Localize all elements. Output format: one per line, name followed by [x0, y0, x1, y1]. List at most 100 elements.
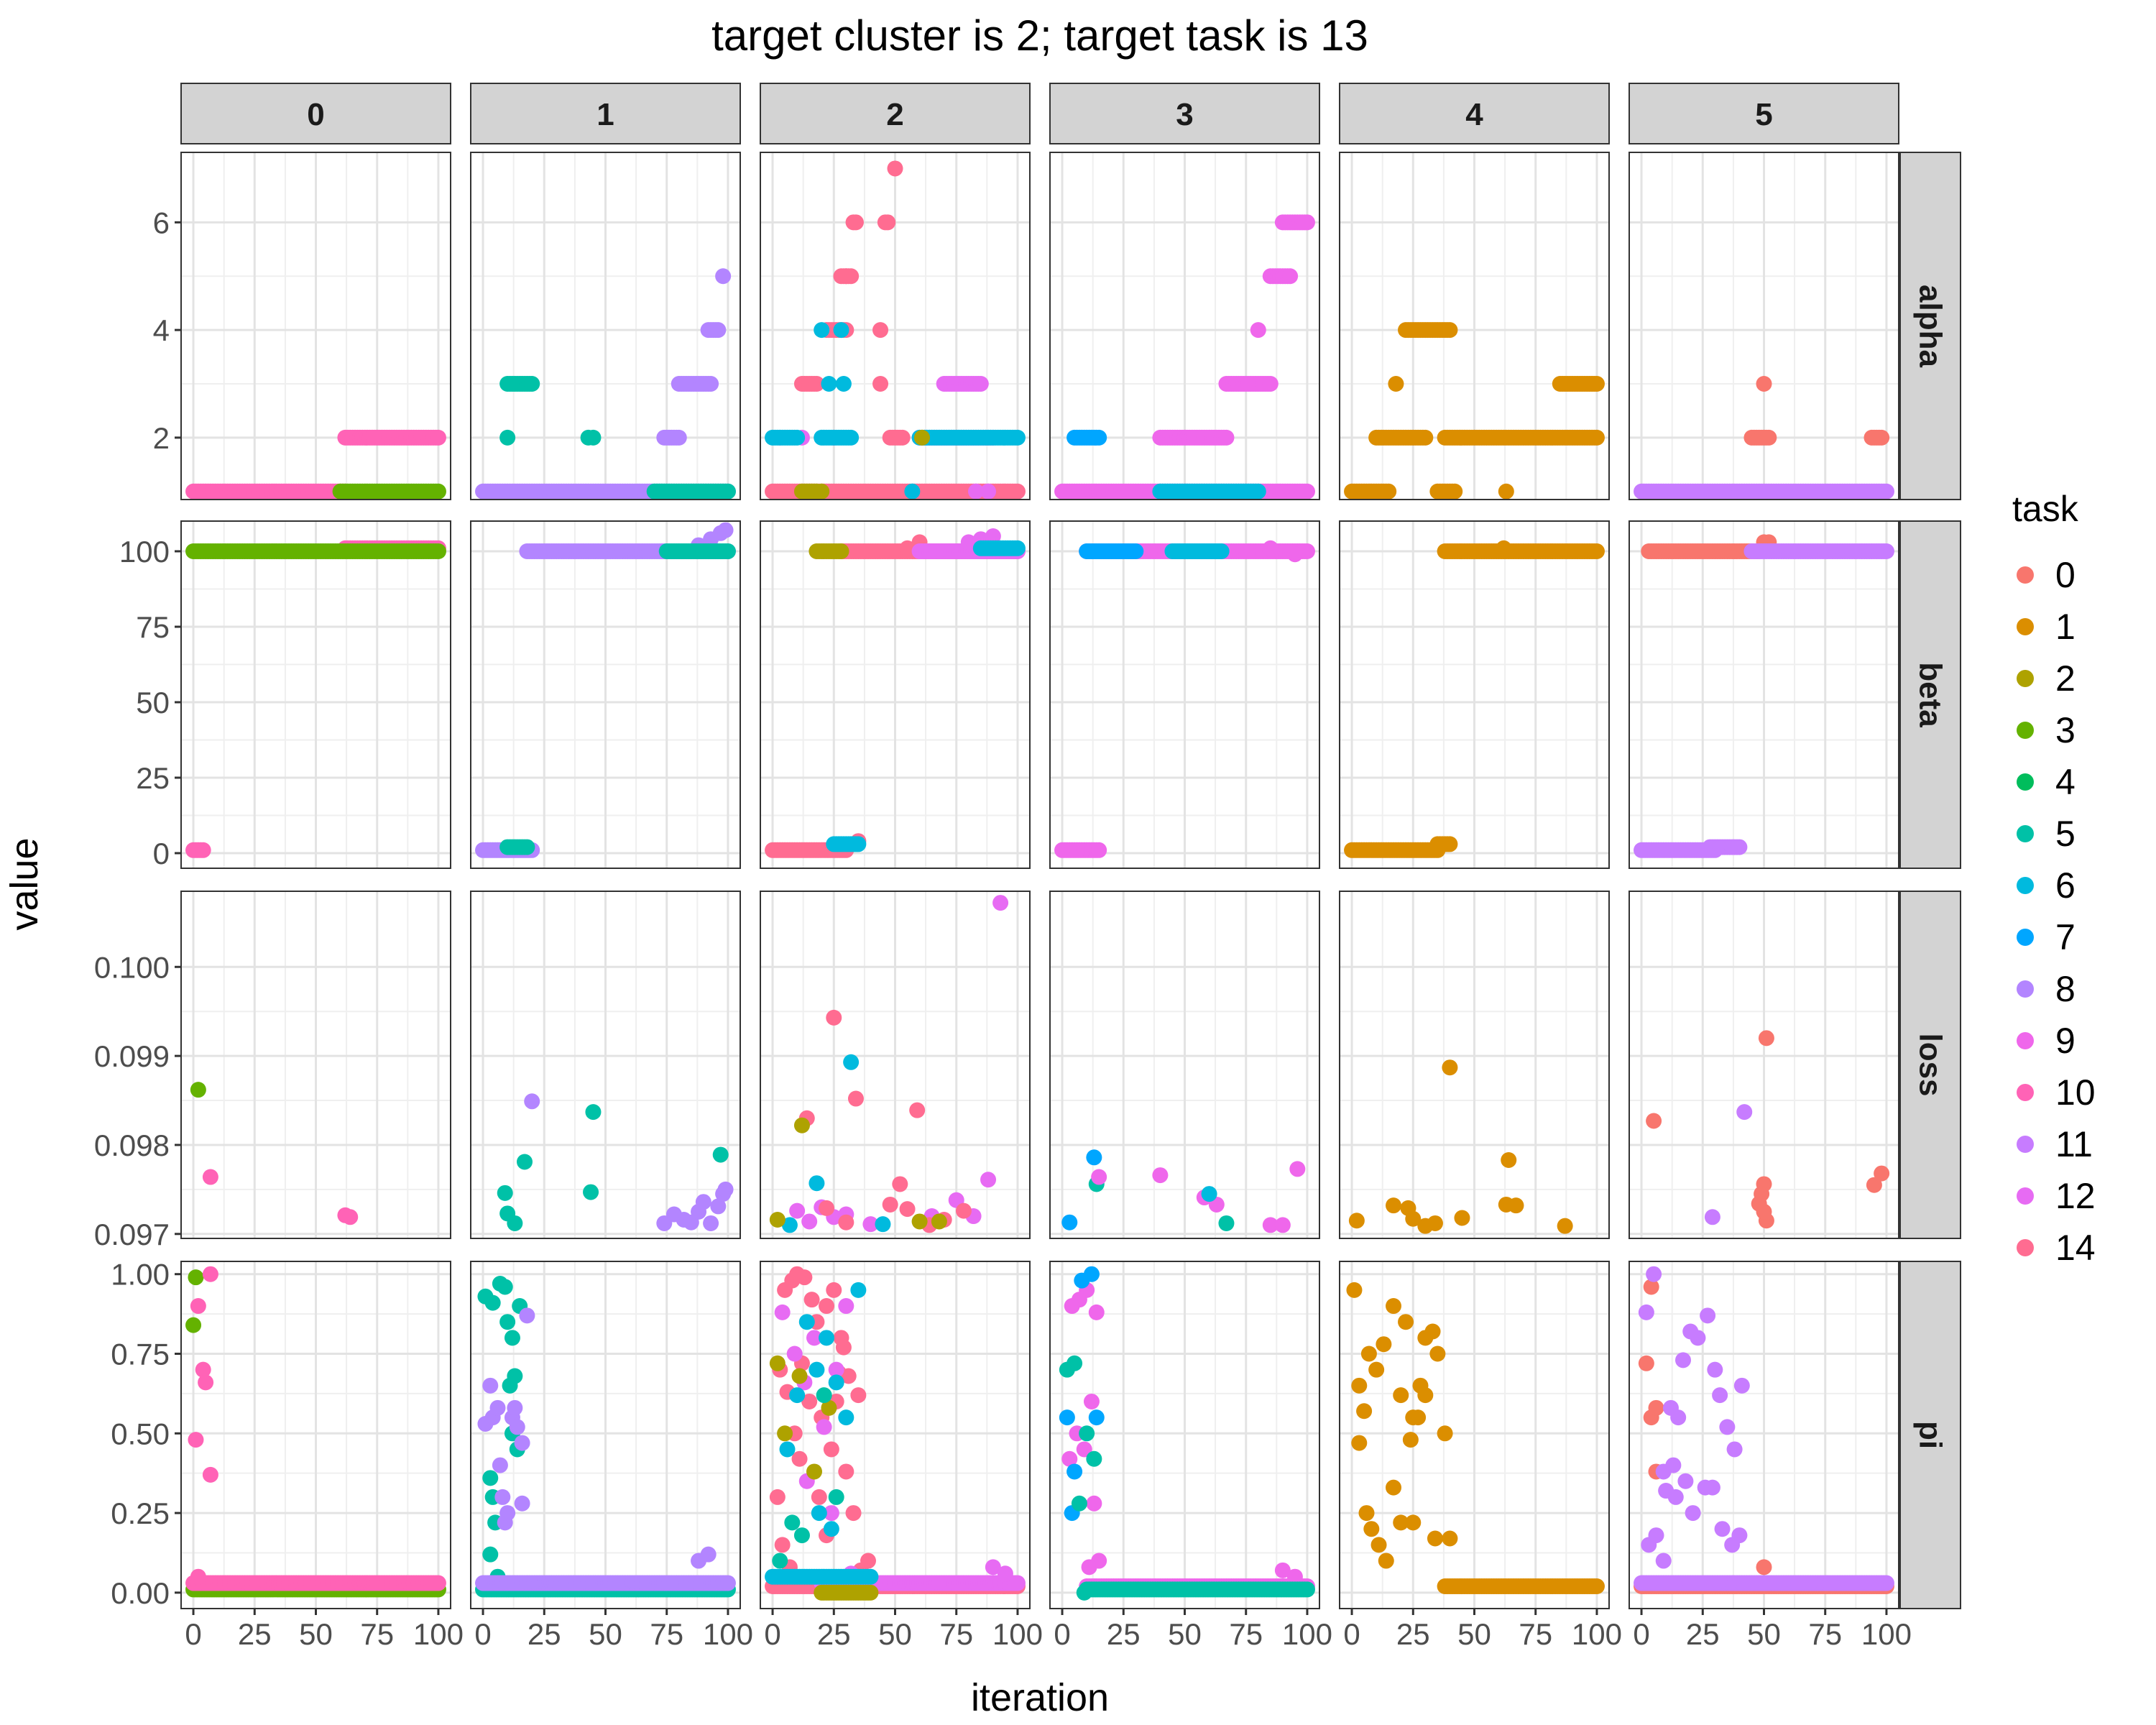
facet-strip-col-1	[470, 83, 741, 144]
data-point	[1665, 1457, 1682, 1473]
data-point	[715, 268, 732, 285]
data-point	[1378, 1552, 1394, 1569]
data-point	[1250, 322, 1266, 339]
panel-border	[470, 520, 741, 869]
legend-label: 7	[2055, 917, 2076, 957]
facet-col-label: 2	[886, 97, 903, 132]
data-point	[980, 1172, 997, 1188]
data-point	[1086, 1495, 1102, 1512]
data-point	[1758, 1030, 1774, 1046]
chart-title: target cluster is 2; target task is 13	[711, 12, 1368, 60]
data-point	[188, 1269, 204, 1286]
panel-border	[1628, 152, 1899, 500]
data-point	[828, 1374, 844, 1391]
series-task-3	[332, 483, 446, 500]
data-point	[1685, 1505, 1701, 1522]
data-point	[808, 1175, 825, 1192]
x-tick-label: 25	[528, 1617, 561, 1651]
legend-key	[2017, 722, 2034, 739]
facet-strip-row-alpha	[1899, 152, 1961, 500]
panel-border	[1049, 891, 1320, 1239]
x-tick-label: 50	[1457, 1617, 1491, 1651]
x-tick-label: 25	[1107, 1617, 1141, 1651]
data-point	[1274, 1562, 1291, 1578]
data-point	[1756, 1203, 1772, 1220]
legend-key	[2017, 1136, 2034, 1153]
series-task-10	[185, 483, 354, 500]
data-point	[992, 895, 1009, 911]
legend-key	[2017, 618, 2034, 635]
data-point	[823, 1521, 839, 1537]
panel-border	[1628, 520, 1899, 869]
data-point	[492, 1457, 508, 1473]
series-task-6	[1201, 1186, 1217, 1202]
data-point	[1405, 1210, 1422, 1227]
data-point	[872, 322, 889, 339]
y-tick-label: 6	[153, 206, 170, 239]
panel-border	[470, 152, 741, 500]
data-point	[985, 1559, 1001, 1576]
data-point	[1356, 1403, 1373, 1420]
data-point	[862, 1568, 879, 1585]
data-point	[828, 1489, 844, 1505]
facet-panels: 0 1 2 3 4 5 alpha beta loss pi 2 4 6 0 25 50 75 100 0.097 0…	[94, 83, 1961, 1651]
data-point	[838, 268, 854, 285]
data-point	[774, 1537, 791, 1553]
legend-label: 11	[2055, 1124, 2093, 1164]
data-point	[190, 1298, 206, 1315]
data-point	[1700, 1307, 1716, 1324]
data-point	[1690, 1330, 1706, 1346]
legend-label: 14	[2055, 1228, 2096, 1268]
data-point	[1736, 1104, 1753, 1121]
legend-key	[2017, 929, 2034, 946]
x-tick-label: 100	[413, 1617, 464, 1651]
data-point	[482, 1377, 499, 1394]
panel-border	[1339, 152, 1610, 500]
data-point	[1557, 1218, 1573, 1234]
data-point	[1061, 1450, 1078, 1467]
data-point	[826, 1009, 842, 1026]
data-point	[808, 1361, 825, 1378]
y-tick-label: 1.00	[111, 1258, 170, 1292]
data-point	[806, 1330, 822, 1346]
series-task-1	[1344, 540, 1605, 858]
y-tick-label: 0.098	[94, 1128, 170, 1162]
x-tick-label: 25	[1396, 1617, 1430, 1651]
data-point	[808, 376, 825, 392]
x-tick-label: 100	[1282, 1617, 1332, 1651]
data-point	[1756, 1176, 1772, 1192]
data-point	[1282, 268, 1299, 285]
series-task-0	[1641, 534, 1777, 559]
data-point	[1878, 543, 1894, 559]
data-point	[1201, 1186, 1217, 1202]
data-point	[717, 1181, 734, 1197]
y-tick-label: 0	[153, 837, 170, 870]
data-point	[1756, 1559, 1772, 1576]
data-point	[1704, 1209, 1720, 1225]
data-point	[801, 1213, 818, 1230]
series-task-5	[1059, 1355, 1315, 1601]
facet-strip-row-beta	[1899, 520, 1961, 869]
series-task-1	[1348, 1059, 1573, 1234]
data-point	[880, 214, 896, 231]
data-point	[875, 1216, 891, 1233]
data-point	[710, 322, 727, 339]
data-point	[1442, 1530, 1458, 1547]
data-point	[838, 1298, 854, 1315]
data-point	[717, 522, 734, 538]
data-point	[811, 1505, 827, 1522]
data-point	[777, 1425, 793, 1442]
data-point	[430, 543, 446, 559]
facet-col-label: 3	[1176, 97, 1193, 132]
data-point	[1083, 1266, 1100, 1282]
facet-row-label: beta	[1913, 662, 1948, 727]
facet-col-label: 4	[1465, 97, 1483, 132]
data-point	[838, 1463, 854, 1480]
x-tick-label: 75	[1519, 1617, 1552, 1651]
data-point	[482, 1470, 499, 1486]
panel-border	[470, 891, 741, 1239]
x-tick-label: 0	[764, 1617, 780, 1651]
data-point	[1498, 483, 1514, 500]
data-point	[504, 1330, 520, 1346]
y-tick-label: 75	[136, 610, 170, 644]
